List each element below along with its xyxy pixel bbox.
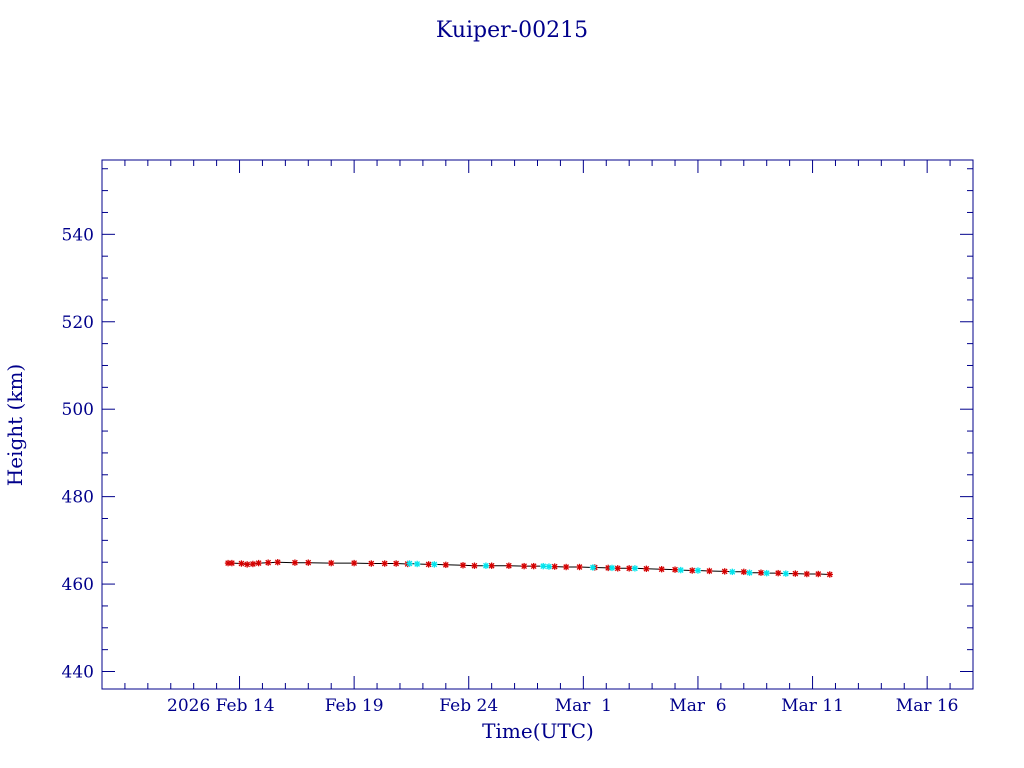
data-point [643,565,650,572]
data-point [694,567,702,574]
data-point [413,560,421,568]
data-point [729,568,736,576]
data-point [562,563,570,571]
data-point [826,571,833,578]
data-point [425,561,432,568]
y-tick-label: 540 [62,225,94,245]
y-tick-label: 460 [62,575,94,595]
data-point [350,559,358,567]
data-point [689,567,696,574]
x-tick-label: Mar 16 [896,696,959,716]
data-point [589,564,597,571]
data-point [545,563,553,570]
y-axis-label: Height (km) [3,364,27,486]
data-point [746,569,753,576]
data-point [815,570,822,578]
plot-frame [101,159,974,690]
data-point [625,565,633,572]
data-points [224,559,833,578]
x-axis-label: Time(UTC) [482,719,594,743]
data-point [763,569,770,577]
data-point [608,564,616,572]
data-point [614,565,621,572]
data-point [520,562,528,570]
data-point [392,560,400,567]
y-tick-label: 440 [62,663,94,683]
data-point [431,561,438,568]
data-point [774,569,782,577]
data-point [482,562,490,569]
x-axis: 2026 Feb 14 Feb 19 Feb 24 Mar 1 Mar 6 Mar 11 M… [124,160,959,716]
x-tick-label: Feb 19 [325,696,384,716]
data-point [406,560,413,567]
y-tick-label: 500 [62,400,94,420]
data-point [328,559,335,567]
data-point [757,569,765,576]
data-point [488,562,495,569]
data-point [677,566,684,574]
x-tick-label: Mar 6 [669,696,726,716]
data-point [471,562,478,569]
data-point [803,570,811,578]
data-point [706,567,713,575]
data-point [459,562,467,569]
data-point [540,562,547,570]
data-point [576,563,583,571]
data-point [442,561,450,569]
data-point [249,560,257,568]
data-point [255,559,262,567]
trend-line [228,561,830,575]
data-point [368,560,375,567]
data-point [782,570,790,577]
data-point [305,559,312,566]
data-point [740,568,747,576]
data-point [264,559,272,566]
data-point [291,559,299,566]
data-point [381,560,388,567]
x-tick-label: Feb 24 [439,696,498,716]
data-point [721,568,728,575]
x-tick-label: Mar 11 [781,696,844,716]
data-point [792,570,799,577]
data-point [551,563,558,570]
data-point [530,562,537,570]
data-point [238,560,245,567]
data-point [671,566,679,573]
chart-title: Kuiper-00215 [436,18,588,43]
data-point [631,565,639,572]
y-axis: 440 460 480 500 520 540 [62,168,973,683]
data-point [274,559,281,566]
data-point [505,562,513,569]
y-tick-label: 520 [62,313,94,333]
data-point [228,559,236,567]
data-point [243,561,251,568]
x-tick-label: 2026 Feb 14 [167,696,275,716]
x-tick-label: Mar 1 [555,696,612,716]
data-point [658,566,665,573]
y-tick-label: 480 [62,488,94,508]
